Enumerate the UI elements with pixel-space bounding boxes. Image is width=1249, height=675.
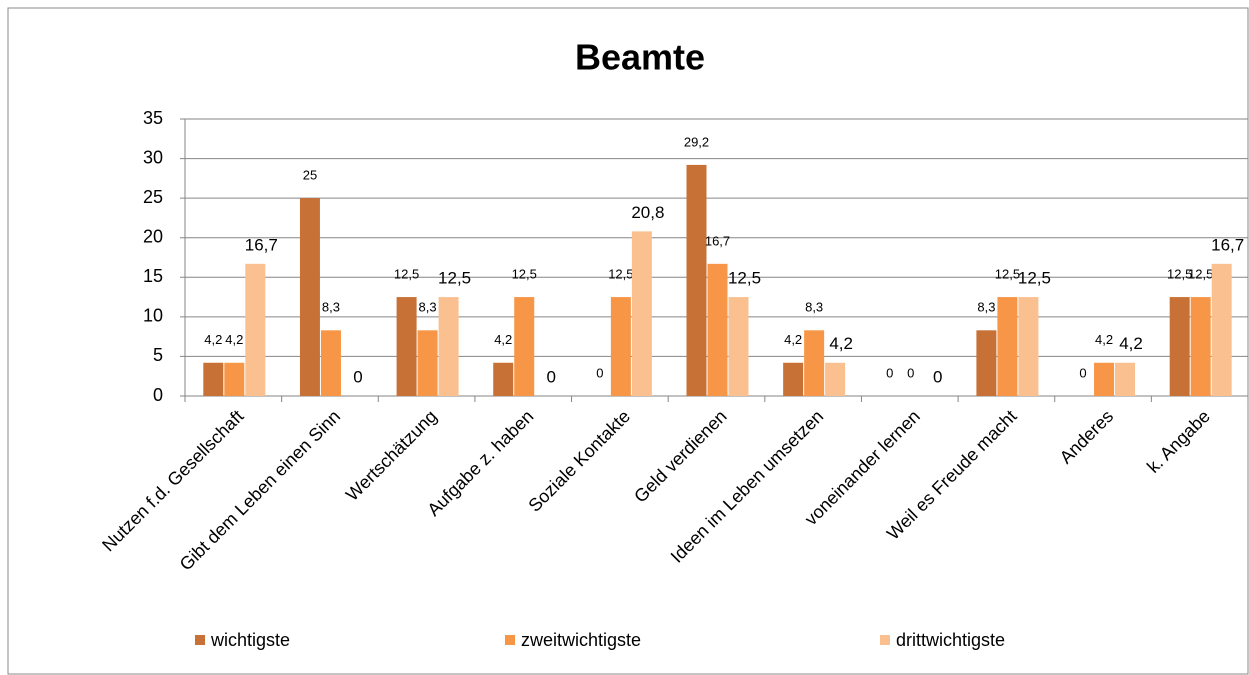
value-label: 29,2	[684, 134, 709, 149]
bar	[245, 263, 266, 396]
bar	[1094, 362, 1115, 396]
value-label: 12,5	[394, 267, 419, 282]
value-label: 4,2	[1119, 334, 1143, 353]
value-label: 0	[933, 367, 942, 386]
value-label: 12,5	[1188, 267, 1213, 282]
value-label: 12,5	[438, 269, 471, 288]
value-label: 4,2	[1095, 332, 1113, 347]
bar	[1211, 263, 1232, 396]
bar	[203, 362, 224, 396]
legend-swatch	[195, 635, 205, 645]
value-label: 12,5	[995, 267, 1020, 282]
y-tick-label: 30	[143, 147, 163, 167]
value-label: 12,5	[608, 267, 633, 282]
y-tick-label: 15	[143, 266, 163, 286]
bar	[1169, 297, 1190, 396]
value-label: 4,2	[829, 334, 853, 353]
legend-label: wichtigste	[210, 630, 290, 650]
value-label: 4,2	[204, 332, 222, 347]
bar	[1018, 297, 1039, 396]
value-label: 16,7	[705, 233, 730, 248]
value-label: 0	[546, 367, 555, 386]
bar	[783, 362, 804, 396]
value-label: 12,5	[512, 267, 537, 282]
y-tick-label: 35	[143, 108, 163, 128]
value-label: 8,3	[805, 300, 823, 315]
value-label: 0	[907, 365, 914, 380]
bar	[417, 330, 438, 396]
legend-label: zweitwichtigste	[521, 630, 641, 650]
value-label: 4,2	[784, 332, 802, 347]
bar	[396, 297, 417, 396]
bar	[707, 263, 728, 396]
bar	[610, 297, 631, 396]
bar	[1190, 297, 1211, 396]
bar	[320, 330, 341, 396]
y-tick-label: 25	[143, 187, 163, 207]
bar	[825, 362, 846, 396]
value-label: 0	[1079, 365, 1086, 380]
value-label: 0	[353, 367, 362, 386]
legend-swatch	[505, 635, 515, 645]
bar	[728, 297, 749, 396]
y-tick-label: 20	[143, 226, 163, 246]
y-tick-label: 10	[143, 306, 163, 326]
value-label: 8,3	[419, 300, 437, 315]
value-label: 4,2	[225, 332, 243, 347]
value-label: 16,7	[1211, 235, 1244, 254]
value-label: 20,8	[631, 203, 664, 222]
bar	[224, 362, 245, 396]
y-tick-label: 0	[153, 385, 163, 405]
value-label: 8,3	[977, 300, 995, 315]
bar	[514, 297, 535, 396]
legend-label: drittwichtigste	[896, 630, 1005, 650]
value-label: 0	[596, 365, 603, 380]
chart-title: Beamte	[575, 37, 705, 78]
bar	[631, 231, 652, 396]
legend-swatch	[880, 635, 890, 645]
bar	[997, 297, 1018, 396]
value-label: 0	[886, 365, 893, 380]
bar	[438, 297, 459, 396]
bar	[804, 330, 825, 396]
bar	[1115, 362, 1136, 396]
value-label: 8,3	[322, 300, 340, 315]
value-label: 12,5	[1167, 267, 1192, 282]
bar	[686, 164, 707, 396]
value-label: 12,5	[728, 269, 761, 288]
y-tick-label: 5	[153, 345, 163, 365]
value-label: 25	[303, 168, 317, 183]
value-label: 16,7	[245, 235, 278, 254]
value-label: 4,2	[494, 332, 512, 347]
bar	[976, 330, 997, 396]
value-label: 12,5	[1018, 269, 1051, 288]
bar	[299, 198, 320, 396]
bar	[493, 362, 514, 396]
